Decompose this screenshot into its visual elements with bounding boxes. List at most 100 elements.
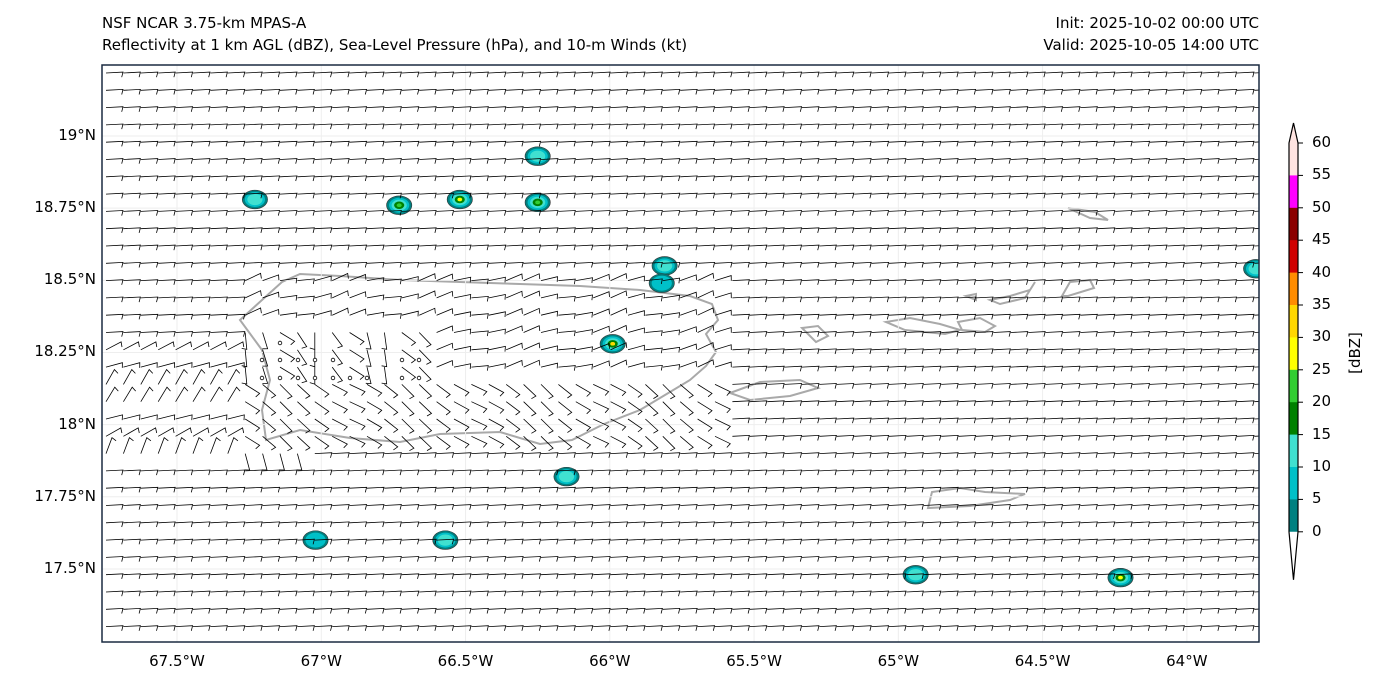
wind-barb (680, 573, 698, 579)
wind-barb (1080, 504, 1098, 510)
wind-barb (1202, 71, 1220, 78)
wind-barb (697, 521, 716, 528)
wind-barb (192, 140, 211, 147)
wind-barb (349, 607, 368, 614)
wind-barb (906, 556, 924, 562)
wind-barb (192, 88, 211, 95)
wind-barb (279, 277, 298, 284)
wind-barb (749, 434, 768, 441)
wind-barb (105, 244, 124, 251)
wind-barb (645, 158, 663, 164)
wind-barb (192, 556, 211, 562)
wind-barb (801, 521, 820, 528)
wind-barb (923, 400, 942, 406)
wind-barb (1115, 279, 1133, 285)
wind-barb (192, 368, 206, 385)
wind-barb (958, 383, 977, 389)
wind-barb (279, 469, 298, 476)
wind-barb (192, 244, 211, 251)
wind-barb (767, 607, 785, 614)
wind-barb (192, 175, 211, 182)
wind-barb (1236, 123, 1255, 130)
wind-barb (854, 452, 872, 458)
wind-barb (680, 210, 698, 216)
wind-barb (697, 418, 713, 432)
wind-barb (801, 88, 820, 95)
wind-barb (819, 434, 837, 441)
wind-barb (419, 521, 437, 528)
wind-barb (384, 521, 402, 528)
wind-barb (627, 573, 646, 579)
wind-barb (366, 486, 385, 493)
wind-barb (158, 590, 176, 597)
wind-barb (958, 590, 977, 597)
wind-barb (488, 294, 506, 300)
wind-barb (819, 625, 837, 631)
wind-barb (1080, 383, 1098, 389)
wind-barb (262, 332, 269, 350)
wind-barb (210, 106, 228, 112)
wind-barb (836, 192, 855, 199)
wind-barb (332, 158, 350, 164)
wind-barb (1236, 279, 1255, 285)
wind-barb (627, 607, 646, 614)
wind-barb (784, 556, 803, 562)
wind-barb (697, 290, 715, 299)
wind-barb (279, 158, 298, 164)
wind-barb (645, 364, 663, 371)
title-fields: Reflectivity at 1 km AGL (dBZ), Sea-Leve… (102, 36, 688, 54)
wind-barb (662, 573, 681, 579)
wind-barb (1028, 261, 1046, 268)
wind-barb (906, 210, 924, 216)
wind-barb (1028, 521, 1046, 528)
wind-barb (279, 295, 298, 301)
wind-barb (419, 607, 437, 614)
wind-barb (349, 106, 368, 112)
wind-barb (801, 192, 820, 199)
wind-barb (1167, 365, 1185, 372)
wind-barb (158, 227, 176, 233)
wind-barb (1115, 158, 1133, 164)
wind-barb (1028, 227, 1046, 233)
wind-barb (245, 192, 263, 199)
wind-barb (801, 400, 820, 406)
wind-barb (975, 625, 994, 631)
wind-barb (436, 360, 454, 368)
wind-barb (662, 486, 681, 493)
wind-barb (1010, 434, 1029, 441)
wind-barb (819, 504, 837, 510)
wind-barb (419, 88, 437, 95)
calm-wind-marker (416, 357, 422, 363)
wind-barb (158, 88, 176, 95)
wind-barb (784, 417, 803, 424)
wind-barb (558, 295, 576, 302)
wind-barb (610, 175, 629, 182)
wind-barb (1219, 452, 1238, 458)
wind-barb (1062, 521, 1081, 528)
wind-barb (227, 607, 246, 614)
wind-barb (697, 88, 716, 95)
wind-barb (836, 296, 855, 303)
wind-barb (1184, 504, 1203, 510)
wind-barb (732, 296, 750, 303)
wind-barb (1097, 261, 1116, 268)
wind-barb (975, 452, 994, 458)
wind-barb (1184, 573, 1203, 579)
wind-barb (227, 486, 246, 493)
wind-barb (523, 418, 537, 434)
wind-barb (1080, 123, 1098, 130)
wind-barb (697, 504, 716, 510)
wind-barb (227, 71, 246, 78)
wind-barb (923, 210, 942, 216)
wind-barb (453, 573, 472, 579)
wind-barb (871, 383, 890, 389)
wind-barb (645, 590, 663, 597)
wind-barb (906, 123, 924, 130)
wind-barb (506, 210, 524, 216)
wind-barb (784, 296, 803, 303)
wind-barb (488, 452, 507, 458)
wind-barb (732, 434, 750, 441)
wind-barb (1097, 348, 1116, 355)
wind-barb (471, 261, 489, 268)
wind-barb (401, 276, 419, 282)
